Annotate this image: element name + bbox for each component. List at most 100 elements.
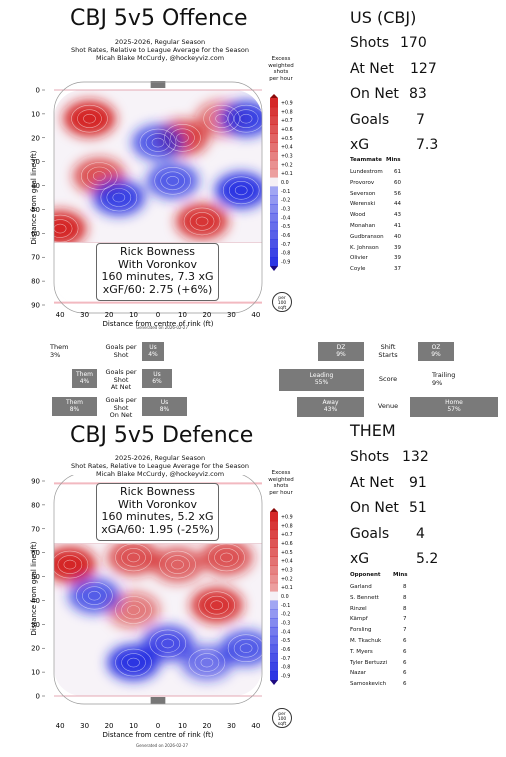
offence-colorbar: +0.9 +0.8 +0.7 +0.6 +0.5 +0.4 +0.3 +0.2 +0.1 0.0 -… (270, 94, 293, 271)
us_stats-value-1: 127 (410, 60, 437, 77)
us_stats-table-name-4: Wood (350, 212, 366, 219)
contour-4-3 (208, 543, 245, 572)
colorbar-cell (270, 186, 278, 196)
y-tick-label: 70 (31, 525, 40, 533)
us_stats-table-name-2: Severson (350, 190, 376, 197)
y-tick-label: 30 (31, 158, 40, 166)
offence-subtitle-line1: 2025-2026, Regular Season (114, 38, 206, 46)
us_stats-table-min-6: 40 (394, 233, 401, 240)
colorbar-tick: +0.6 (281, 541, 293, 547)
opponent-mins-header: Mins (393, 572, 408, 578)
colorbar-tick: -0.8 (281, 665, 290, 671)
x-tick-label: 10 (178, 722, 187, 730)
y-tick-label: 0 (36, 693, 40, 701)
us_stats-table-min-7: 39 (394, 244, 401, 251)
offence-legend-title: Excess weighted shots per hour (264, 56, 298, 82)
them_stats-label-0: Shots (350, 449, 390, 465)
us_stats-label-1: At Net (350, 60, 394, 77)
contour-7-3 (139, 128, 177, 157)
colorbar-cell (270, 556, 278, 566)
colorbar-cell (270, 239, 278, 249)
goal-net (150, 697, 166, 704)
them_stats-label-1: At Net (350, 474, 394, 491)
contour-0-3 (71, 104, 108, 133)
us_stats-table-min-8: 39 (394, 255, 401, 262)
colorbar-cell (270, 538, 278, 548)
defence-legend-title: Excess weighted shots per hour (264, 470, 298, 496)
contour-10-1 (166, 175, 179, 186)
us_stats-value-2: 83 (409, 86, 427, 102)
colorbar-cell (270, 573, 278, 584)
per-line: per (278, 296, 286, 301)
colorbar-tick: +0.7 (281, 118, 293, 124)
defence-player: With Voronkov (117, 497, 198, 511)
colorbar-cell (270, 212, 278, 223)
them_stats-table-name-2: Rinzel (350, 605, 367, 612)
colorbar-tick: -0.5 (281, 638, 290, 644)
offence-annotation: Rick Bowness With Voronkov 160 minutes, … (96, 243, 219, 301)
atnet-them-value: Them 4% (75, 371, 93, 385)
contour-0-1 (83, 113, 96, 124)
offence-generated: Generated on 2026-02-27 (136, 325, 188, 330)
per-line: 100 (277, 301, 287, 306)
y-tick-label: 80 (31, 501, 40, 509)
x-tick-label: 0 (156, 722, 160, 730)
y-tick-label: 0 (36, 87, 40, 95)
shot-them-label: Them 3% (50, 343, 69, 359)
x-tick-label: 40 (251, 722, 260, 730)
colorbar-tick: -0.1 (281, 603, 290, 609)
contour-10-3 (154, 166, 191, 195)
x-axis-label: Distance from centre of rink (ft) (103, 320, 214, 328)
them-header: THEM (350, 421, 396, 440)
contour-7-1 (127, 657, 140, 668)
legend-title-line: per hour (269, 75, 293, 82)
colorbar-cell (270, 257, 278, 267)
them_stats-value-4: 5.2 (416, 551, 439, 567)
contour-2-3 (159, 550, 196, 579)
starts-dz-value: DZ 9% (336, 344, 346, 358)
defence-subtitle-line2: Shot Rates, Relative to League Average f… (70, 462, 250, 470)
offence-minutes: 160 minutes, 7.3 xG (101, 270, 214, 283)
colorbar-tick: +0.4 (281, 145, 293, 151)
colorbar-cell (270, 609, 278, 619)
colorbar-tick: +0.1 (281, 171, 293, 177)
contour-8-1 (234, 185, 248, 196)
contour-4-1 (220, 552, 233, 563)
contour-6-2 (82, 586, 107, 605)
contour-7-2 (145, 133, 171, 152)
colorbar-tick: -0.8 (281, 251, 290, 257)
opponent-header: Opponent (350, 572, 381, 578)
per-line: sqft (277, 306, 287, 311)
colorbar-cell (270, 582, 278, 593)
them_stats-value-1: 91 (409, 474, 427, 491)
colorbar-cell (270, 248, 278, 258)
colorbar-top-arrow (270, 94, 278, 98)
us_stats-table-name-1: Provorov (350, 179, 375, 186)
colorbar-tick: -0.7 (281, 242, 290, 248)
them_stats-table-min-5: 6 (403, 638, 407, 644)
contour-5-3 (115, 596, 152, 624)
colorbar-cell (270, 151, 278, 161)
colorbar-cell (270, 565, 278, 575)
colorbar-tick: -0.9 (281, 260, 290, 266)
colorbar-cell (270, 512, 278, 522)
contour-6-1 (88, 590, 101, 601)
colorbar-bottom-arrow (270, 266, 278, 271)
colorbar-tick: -0.5 (281, 224, 290, 230)
offence-player: With Voronkov (117, 257, 198, 271)
colorbar-top-arrow (270, 508, 278, 512)
starts-oz-value: OZ 9% (431, 344, 441, 358)
goals-per-atnet-label: Goals per Shot At Net (105, 368, 137, 391)
defence-colorbar: +0.9 +0.8 +0.7 +0.6 +0.5 +0.4 +0.3 +0.2 +0.1 0.0 -… (270, 508, 293, 685)
x-tick-label: 0 (156, 311, 160, 319)
goal-net (150, 81, 166, 88)
them_stats-label-3: Goals (350, 525, 390, 542)
us_stats-table-min-9: 37 (394, 266, 401, 273)
y-tick-label: 40 (31, 182, 40, 190)
them_stats-table-min-9: 6 (403, 681, 407, 688)
per-line: 100 (277, 717, 287, 722)
contour-2-1 (92, 171, 106, 181)
colorbar-cell (270, 618, 278, 628)
contour-6-3 (100, 183, 138, 212)
x-tick-label: 20 (202, 311, 211, 319)
